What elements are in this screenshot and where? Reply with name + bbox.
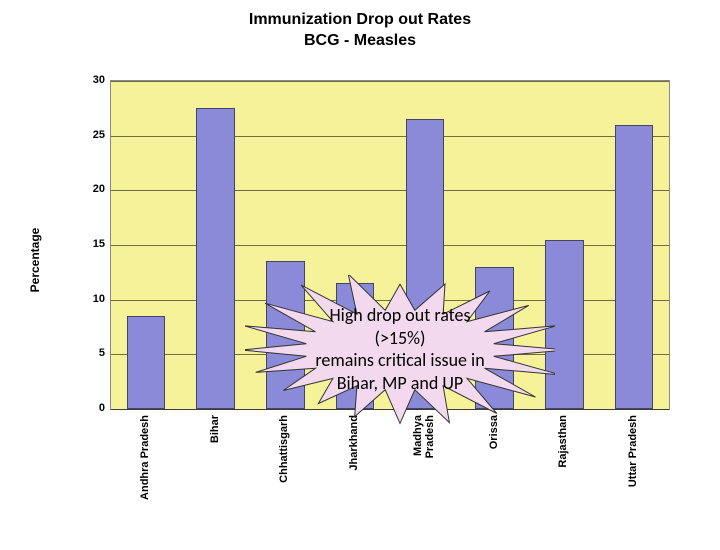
gridline [111, 190, 669, 191]
x-tick-label: Uttar Pradesh [627, 415, 639, 487]
y-axis-label: Percentage [28, 228, 42, 293]
y-tick-label: 25 [80, 129, 105, 141]
bar [615, 125, 653, 409]
gridline [111, 136, 669, 137]
y-tick-label: 5 [80, 347, 105, 359]
gridline [111, 354, 669, 355]
bar [406, 119, 444, 409]
plot-region [110, 80, 670, 410]
y-tick-label: 30 [80, 74, 105, 86]
x-tick-label: Andhra Pradesh [139, 415, 151, 500]
bar [475, 267, 513, 409]
y-tick-label: 0 [80, 402, 105, 414]
bar [196, 108, 234, 409]
x-tick-label: Chhattisgarh [278, 415, 290, 483]
x-tick-label: Rajasthan [557, 415, 569, 468]
x-labels: Andhra Pradesh Bihar Chhattisgarh Jharkhand… [110, 415, 670, 525]
gridline [111, 245, 669, 246]
gridline [111, 409, 669, 410]
x-tick-label: Bihar [209, 415, 221, 443]
bar [266, 261, 304, 409]
x-tick-label: Jharkhand [348, 415, 360, 471]
y-tick-label: 10 [80, 293, 105, 305]
x-tick-label: Orissa [488, 415, 500, 449]
y-tick-label: 15 [80, 238, 105, 250]
bar [127, 316, 165, 409]
chart-title: Immunization Drop out Rates BCG - Measle… [0, 10, 720, 52]
bar [545, 240, 583, 409]
x-tick-label: MadhyaPradesh [412, 415, 436, 458]
bar [336, 283, 374, 409]
chart-title-line2: BCG - Measles [0, 31, 720, 52]
gridline [111, 300, 669, 301]
chart-title-line1: Immunization Drop out Rates [0, 10, 720, 31]
gridline [111, 81, 669, 82]
chart-area: Percentage Andhra PradeshBiharChhattisga… [75, 80, 670, 440]
y-tick-label: 20 [80, 183, 105, 195]
